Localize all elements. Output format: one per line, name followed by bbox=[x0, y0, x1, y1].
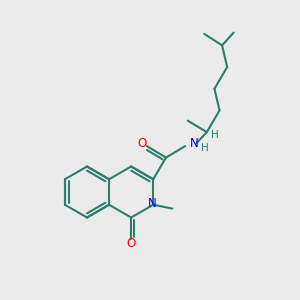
Text: N: N bbox=[147, 197, 156, 210]
Text: H: H bbox=[211, 130, 219, 140]
Text: O: O bbox=[138, 136, 147, 150]
Text: O: O bbox=[127, 237, 136, 250]
Text: H: H bbox=[201, 142, 208, 153]
Text: N: N bbox=[190, 136, 199, 150]
